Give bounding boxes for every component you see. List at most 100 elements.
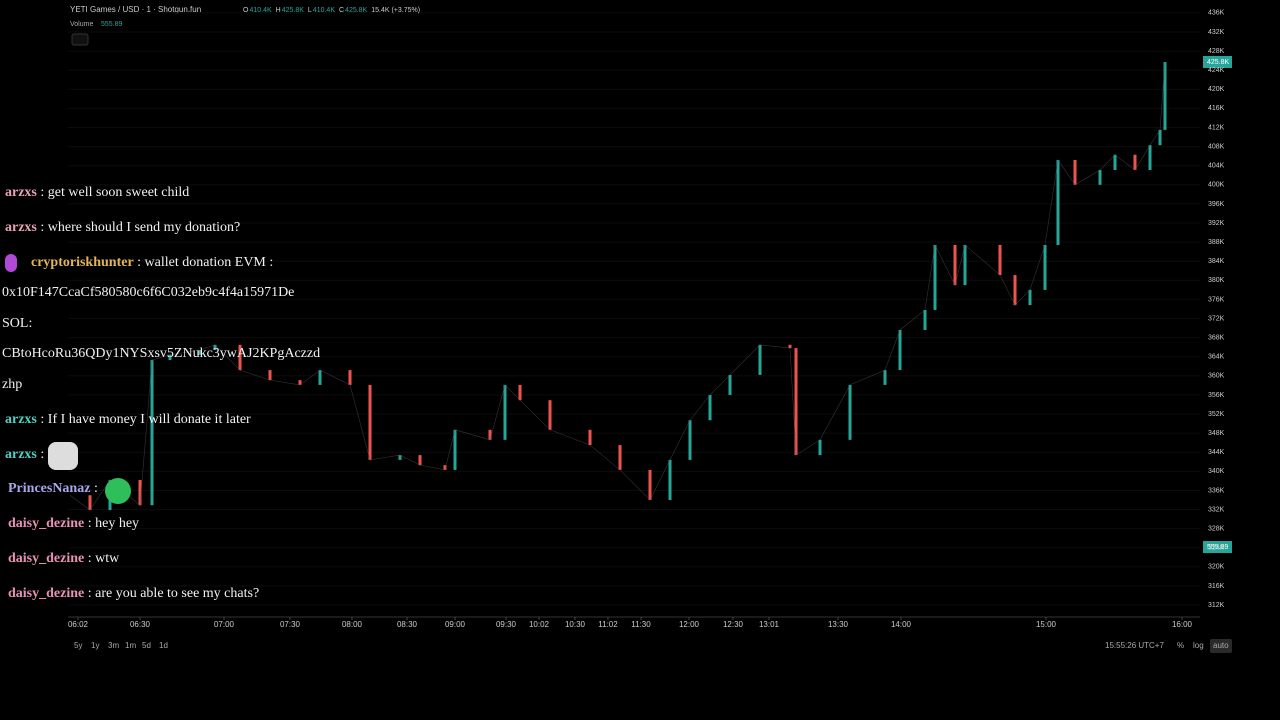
candle <box>848 384 852 440</box>
cat-emote <box>48 442 78 470</box>
chat-message: daisy_dezine : hey hey <box>8 515 139 533</box>
x-tick-label: 13:30 <box>828 620 849 629</box>
collapse-button[interactable] <box>71 33 89 46</box>
chat-text: SOL: <box>2 316 33 331</box>
clock: 15:55:26 UTC+7 <box>1105 641 1164 650</box>
x-tick-label: 12:00 <box>679 620 700 629</box>
price-line <box>69 62 1166 511</box>
candle <box>1133 154 1137 171</box>
chat-text: : get well soon sweet child <box>40 185 190 200</box>
volume-tag-bg <box>1203 541 1232 553</box>
y-tick-label: 352K <box>1208 411 1225 418</box>
chat-user: arzxs <box>5 447 37 462</box>
scale-option[interactable]: auto <box>1213 641 1229 650</box>
y-tick-label: 424K <box>1208 67 1225 74</box>
y-tick-label: 316K <box>1208 583 1225 590</box>
green-emote <box>105 478 131 504</box>
x-tick-label: 13:01 <box>759 620 780 629</box>
chat-text: : <box>93 481 98 496</box>
y-tick-label: 336K <box>1208 487 1225 494</box>
candle <box>1098 170 1102 185</box>
chat-text: : where should I send my donation? <box>40 220 241 235</box>
chat-text: : wallet donation EVM : <box>137 255 274 270</box>
ohlc-item: 15.4K (+3.75%) <box>371 7 420 14</box>
candle <box>618 445 622 470</box>
chat-message: SOL: <box>2 315 32 333</box>
timeframe-button[interactable]: 5d <box>142 641 151 650</box>
chat-text: CBtoHcoRu36QDy1NYSxsv5ZNukc3ywAJ2KPgAczz… <box>2 346 321 361</box>
candle <box>443 465 447 470</box>
timeframe-button[interactable]: 1y <box>91 641 99 650</box>
y-tick-label: 384K <box>1208 258 1225 265</box>
y-tick-label: 312K <box>1208 602 1225 609</box>
candle <box>368 384 372 460</box>
candle <box>268 370 272 381</box>
scale-option[interactable]: % <box>1177 641 1184 650</box>
x-tick-label: 06:02 <box>68 620 89 629</box>
chat-message: daisy_dezine : wtw <box>8 550 119 568</box>
y-tick-label: 428K <box>1208 48 1225 55</box>
y-tick-label: 324K <box>1208 545 1225 552</box>
candle <box>648 469 652 500</box>
chat-text: : hey hey <box>87 516 140 531</box>
candle <box>794 348 798 456</box>
chat-text: : are you able to see my chats? <box>87 586 260 601</box>
candle <box>1158 129 1162 146</box>
y-tick-label: 380K <box>1208 277 1225 284</box>
x-tick-label: 08:30 <box>397 620 418 629</box>
chat-user: arzxs <box>5 412 37 427</box>
chat-overlay: arzxs : get well soon sweet child arzxs :… <box>0 0 320 601</box>
x-tick-label: 15:00 <box>1036 620 1057 629</box>
chat-user: arzxs <box>5 185 37 200</box>
candle <box>168 354 172 361</box>
candle <box>88 495 92 511</box>
y-tick-label: 420K <box>1208 86 1225 93</box>
candle <box>1073 159 1077 185</box>
chart-title: YETI Games / USD · 1 · Shotgun.fun <box>70 5 201 14</box>
candle <box>998 244 1002 276</box>
chat-message: CBtoHcoRu36QDy1NYSxsv5ZNukc3ywAJ2KPgAczz… <box>2 345 320 363</box>
candle <box>298 380 302 385</box>
scale-option[interactable]: log <box>1193 641 1204 650</box>
candle <box>548 400 552 430</box>
volume-value: 555.89 <box>101 21 123 28</box>
y-tick-label: 412K <box>1208 124 1225 131</box>
x-tick-label: 10:02 <box>529 620 550 629</box>
candle <box>398 455 402 460</box>
x-tick-label: 07:00 <box>214 620 235 629</box>
candle <box>1148 145 1152 171</box>
y-tick-label: 344K <box>1208 449 1225 456</box>
chat-text: : <box>40 447 45 462</box>
chat-user: daisy_dezine <box>8 516 85 531</box>
timeframe-button[interactable]: 1m <box>125 641 136 650</box>
candle <box>138 479 142 506</box>
y-tick-label: 392K <box>1208 220 1225 227</box>
y-tick-label: 432K <box>1208 29 1225 36</box>
candle <box>588 429 592 446</box>
chat-text: zhp <box>2 377 23 392</box>
x-tick-label: 11:30 <box>631 620 651 629</box>
timeframe-button[interactable]: 3m <box>108 641 119 650</box>
y-tick-label: 372K <box>1208 315 1225 322</box>
chat-message: arzxs : <box>5 446 44 464</box>
candle <box>318 370 322 385</box>
timeframe-button[interactable]: 1d <box>159 641 168 650</box>
x-tick-label: 06:30 <box>130 620 151 629</box>
candle <box>688 420 692 460</box>
y-tick-label: 348K <box>1208 430 1225 437</box>
candle <box>1056 159 1060 245</box>
volume-tag: 555.89 <box>1207 544 1229 551</box>
chat-user: PrincesNanaz <box>8 481 91 496</box>
x-tick-label: 12:30 <box>723 620 744 629</box>
y-tick-label: 436K <box>1208 10 1225 17</box>
timeframe-button[interactable]: 5y <box>74 641 82 650</box>
ohlc-item: C <box>339 7 344 14</box>
y-tick-label: 416K <box>1208 105 1225 112</box>
x-tick-label: 09:30 <box>496 620 517 629</box>
candle <box>418 455 422 466</box>
x-tick-label: 16:00 <box>1172 620 1193 629</box>
y-tick-label: 320K <box>1208 564 1225 571</box>
y-tick-label: 400K <box>1208 182 1225 189</box>
ohlc-item: L <box>308 7 312 14</box>
